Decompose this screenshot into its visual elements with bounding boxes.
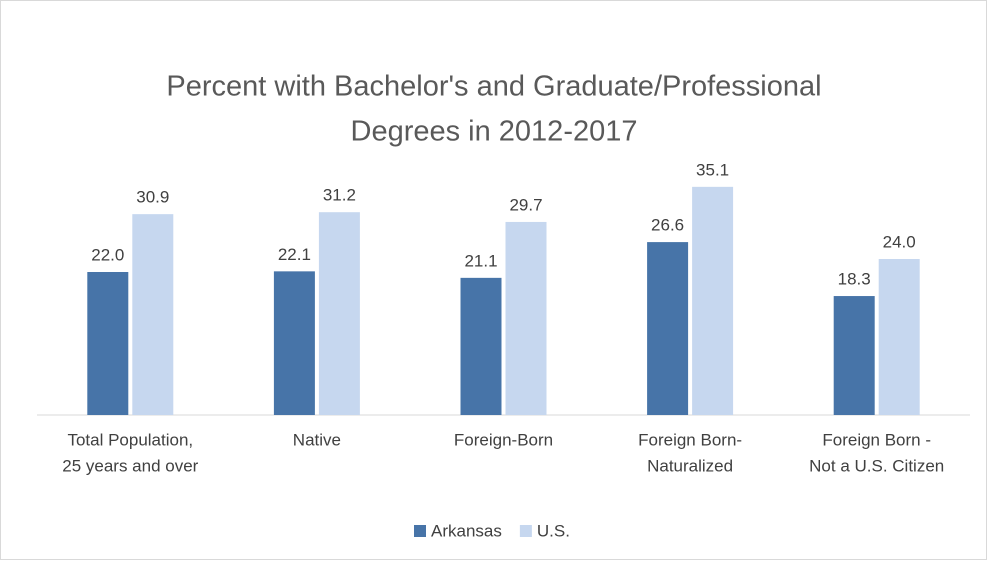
x-tick-label: Native <box>293 430 341 449</box>
bar <box>647 242 689 415</box>
bar <box>273 271 315 415</box>
data-label: 22.0 <box>91 245 124 264</box>
data-label: 29.7 <box>509 195 542 214</box>
data-label: 21.1 <box>464 251 497 270</box>
x-tick-label: Foreign Born- <box>638 430 742 449</box>
x-tick-label: Foreign-Born <box>454 430 553 449</box>
x-tick-label: 25 years and over <box>62 456 198 475</box>
legend-label: Arkansas <box>431 521 502 540</box>
data-label: 35.1 <box>696 160 729 179</box>
x-tick-label: Not a U.S. Citizen <box>809 456 944 475</box>
bar <box>505 221 547 415</box>
bar <box>460 277 502 415</box>
data-label: 18.3 <box>838 270 871 289</box>
chart-title: Percent with Bachelor's and Graduate/Pro… <box>166 71 821 103</box>
bar <box>878 259 920 415</box>
x-tick-label: Naturalized <box>647 456 733 475</box>
data-label: 26.6 <box>651 216 684 235</box>
bar <box>833 296 875 415</box>
x-tick-label: Foreign Born - <box>822 430 931 449</box>
data-label: 30.9 <box>136 188 169 207</box>
bar <box>87 272 129 415</box>
bar <box>132 214 174 415</box>
chart-title: Degrees in 2012-2017 <box>351 116 638 148</box>
legend-label: U.S. <box>537 521 570 540</box>
x-tick-label: Total Population, <box>67 430 193 449</box>
bar <box>692 186 734 415</box>
data-label: 22.1 <box>278 245 311 264</box>
bar <box>318 212 360 415</box>
legend-swatch <box>414 525 426 537</box>
data-label: 31.2 <box>323 186 356 205</box>
legend-swatch <box>519 525 532 537</box>
data-label: 24.0 <box>883 232 916 251</box>
